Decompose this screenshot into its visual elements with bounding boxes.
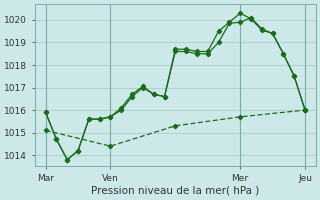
X-axis label: Pression niveau de la mer( hPa ): Pression niveau de la mer( hPa ): [91, 186, 260, 196]
